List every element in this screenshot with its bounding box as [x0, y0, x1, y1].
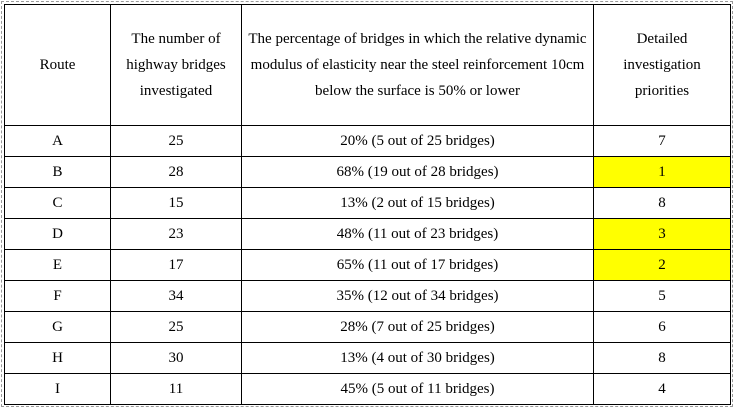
cell-bridge-count: 30	[110, 342, 242, 374]
cell-percentage: 65% (11 out of 17 bridges)	[241, 249, 594, 281]
table-row: C 15 13% (2 out of 15 bridges) 8	[4, 187, 731, 219]
cell-route: B	[4, 156, 111, 188]
cell-priority: 3	[593, 218, 731, 250]
header-bridge-count-label: The number of highway bridges investigat…	[126, 31, 226, 99]
cell-percentage: 28% (7 out of 25 bridges)	[241, 311, 594, 343]
cell-priority: 4	[593, 373, 731, 405]
cell-percentage: 20% (5 out of 25 bridges)	[241, 125, 594, 157]
table-row: D 23 48% (11 out of 23 bridges) 3	[4, 218, 731, 250]
cell-route: F	[4, 280, 111, 312]
cell-percentage: 13% (2 out of 15 bridges)	[241, 187, 594, 219]
cell-route: H	[4, 342, 111, 374]
header-bridge-count: The number of highway bridges investigat…	[110, 4, 242, 126]
header-percentage: The percentage of bridges in which the r…	[241, 4, 594, 126]
cell-bridge-count: 34	[110, 280, 242, 312]
cell-bridge-count: 15	[110, 187, 242, 219]
header-row: Route The number of highway bridges inve…	[4, 4, 731, 126]
cell-route: D	[4, 218, 111, 250]
cell-bridge-count: 17	[110, 249, 242, 281]
cell-percentage: 48% (11 out of 23 bridges)	[241, 218, 594, 250]
cell-priority: 5	[593, 280, 731, 312]
header-percentage-label: The percentage of bridges in which the r…	[248, 31, 587, 99]
table-row: A 25 20% (5 out of 25 bridges) 7	[4, 125, 731, 157]
bridge-investigation-table: Route The number of highway bridges inve…	[4, 4, 731, 405]
cell-percentage: 68% (19 out of 28 bridges)	[241, 156, 594, 188]
cell-priority: 1	[593, 156, 731, 188]
cell-route: E	[4, 249, 111, 281]
cell-bridge-count: 25	[110, 311, 242, 343]
cell-percentage: 13% (4 out of 30 bridges)	[241, 342, 594, 374]
cell-bridge-count: 23	[110, 218, 242, 250]
cell-priority: 8	[593, 187, 731, 219]
cell-route: C	[4, 187, 111, 219]
cell-route: A	[4, 125, 111, 157]
table-row: B 28 68% (19 out of 28 bridges) 1	[4, 156, 731, 188]
table-row: F 34 35% (12 out of 34 bridges) 5	[4, 280, 731, 312]
table-row: E 17 65% (11 out of 17 bridges) 2	[4, 249, 731, 281]
header-route: Route	[4, 4, 111, 126]
cell-priority: 7	[593, 125, 731, 157]
cell-bridge-count: 28	[110, 156, 242, 188]
cell-bridge-count: 11	[110, 373, 242, 405]
cell-bridge-count: 25	[110, 125, 242, 157]
table-body: A 25 20% (5 out of 25 bridges) 7 B 28 68…	[4, 125, 731, 405]
header-route-label: Route	[39, 57, 76, 73]
header-priority: Detailed investigation priorities	[593, 4, 731, 126]
table-row: I 11 45% (5 out of 11 bridges) 4	[4, 373, 731, 405]
cell-priority: 2	[593, 249, 731, 281]
cell-route: I	[4, 373, 111, 405]
cell-percentage: 35% (12 out of 34 bridges)	[241, 280, 594, 312]
table-row: H 30 13% (4 out of 30 bridges) 8	[4, 342, 731, 374]
header-priority-label: Detailed investigation priorities	[623, 31, 701, 99]
table-header: Route The number of highway bridges inve…	[4, 4, 731, 126]
table-row: G 25 28% (7 out of 25 bridges) 6	[4, 311, 731, 343]
cell-route: G	[4, 311, 111, 343]
cell-priority: 6	[593, 311, 731, 343]
cell-percentage: 45% (5 out of 11 bridges)	[241, 373, 594, 405]
cell-priority: 8	[593, 342, 731, 374]
